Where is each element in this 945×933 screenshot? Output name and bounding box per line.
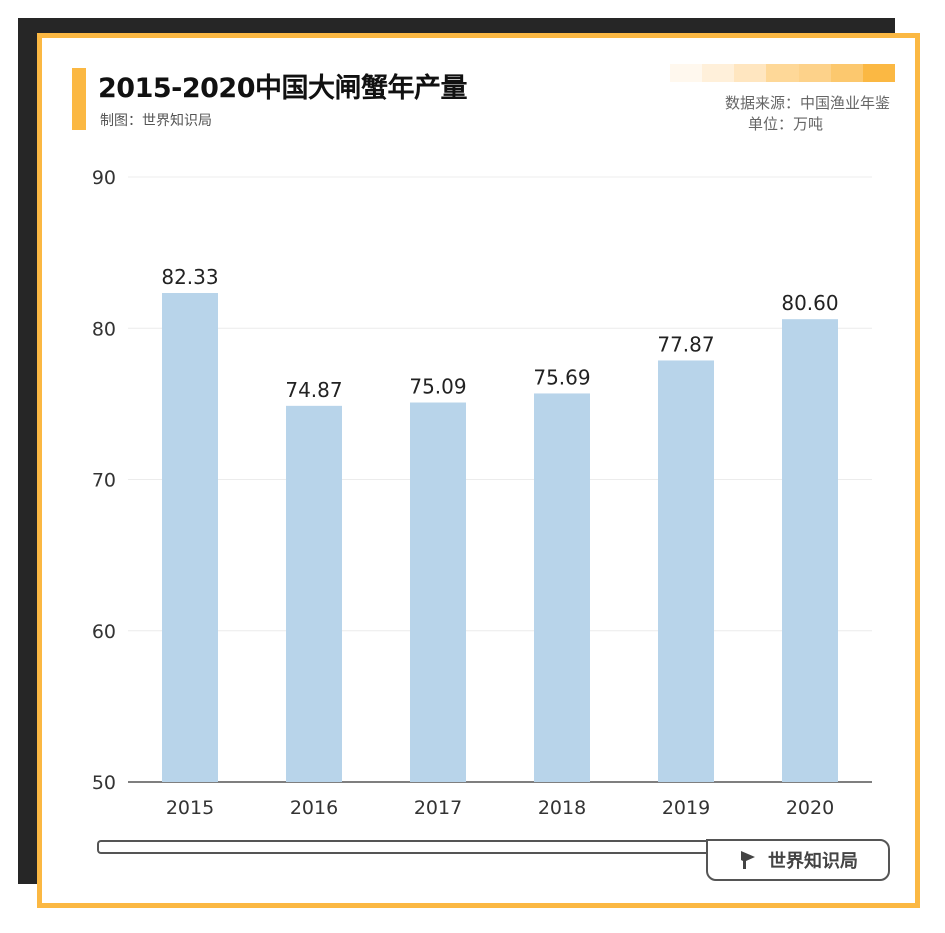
y-tick-label: 90 [92, 167, 116, 189]
data-label: 74.87 [285, 378, 342, 402]
bar [162, 293, 218, 782]
bar [286, 405, 342, 782]
y-tick-label: 50 [92, 772, 116, 794]
x-tick-label: 2016 [290, 797, 338, 819]
unit-label: 单位：万吨 [747, 115, 823, 133]
x-tick-label: 2019 [662, 797, 710, 819]
x-tick-label: 2017 [414, 797, 462, 819]
data-label: 75.69 [533, 365, 590, 389]
brand-badge: 世界知识局 [706, 839, 890, 881]
bar [782, 319, 838, 782]
bar [410, 402, 466, 782]
data-label: 75.09 [409, 375, 466, 399]
brand-label: 世界知识局 [768, 851, 858, 872]
gradient-decoration [670, 64, 895, 82]
footer-line [97, 840, 709, 854]
bar [534, 393, 590, 782]
flag-icon [741, 851, 755, 869]
y-tick-label: 60 [92, 621, 116, 643]
x-tick-label: 2018 [538, 797, 586, 819]
data-label: 77.87 [657, 332, 714, 356]
data-label: 80.60 [781, 291, 838, 315]
x-tick-label: 2015 [166, 797, 214, 819]
chart-maker: 制图：世界知识局 [100, 113, 212, 129]
bar [658, 360, 714, 782]
data-source: 数据来源：中国渔业年鉴 [724, 94, 890, 112]
data-label: 82.33 [161, 265, 218, 289]
x-tick-label: 2020 [786, 797, 834, 819]
chart-title: 2015-2020中国大闸蟹年产量 [98, 73, 468, 104]
y-tick-label: 80 [92, 318, 116, 340]
y-tick-label: 70 [92, 470, 116, 492]
title-accent-bar [72, 68, 86, 130]
